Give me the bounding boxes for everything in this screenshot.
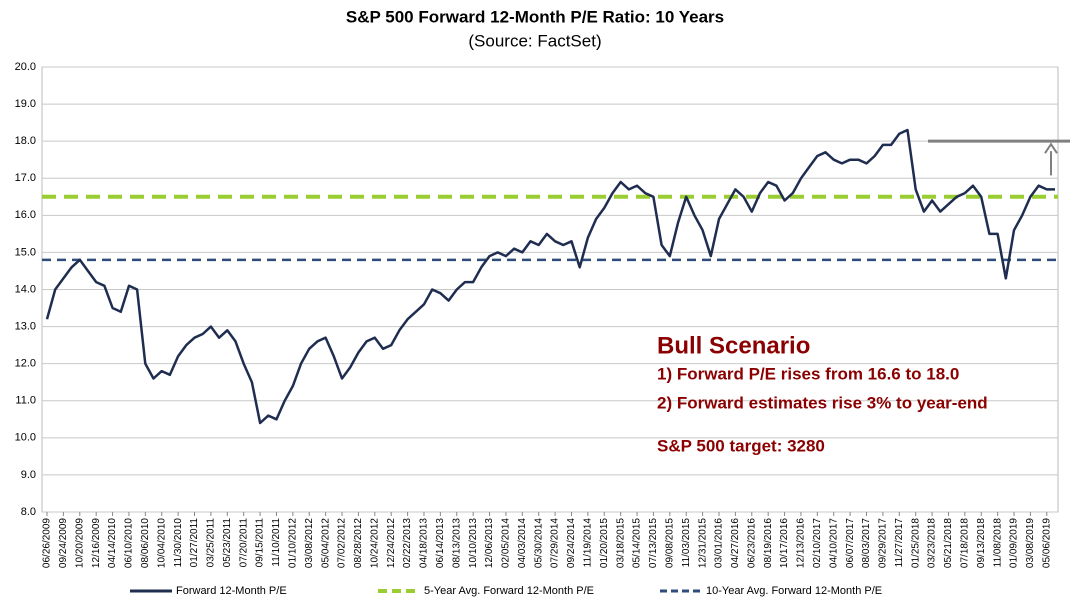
x-tick-label: 10/20/2009 <box>74 518 85 568</box>
x-tick-label: 02/10/2017 <box>812 518 823 568</box>
data-line <box>45 128 1055 425</box>
x-tick-label: 12/24/2012 <box>386 518 397 568</box>
x-tick-label: 10/24/2012 <box>369 518 380 568</box>
x-tick-label: 05/21/2018 <box>943 518 954 568</box>
x-tick-label: 07/13/2015 <box>648 518 659 568</box>
legend-label: 5-Year Avg. Forward 12-Month P/E <box>424 585 594 597</box>
legend-label: Forward 12-Month P/E <box>176 585 287 597</box>
target-arrow-head <box>1044 142 1058 154</box>
annotation-line: 2) Forward estimates rise 3% to year-end <box>657 393 988 412</box>
annotation-heading: Bull Scenario <box>657 332 810 359</box>
chart-title: S&P 500 Forward 12-Month P/E Ratio: 10 Y… <box>346 7 724 26</box>
y-tick-label: 15.0 <box>15 246 36 258</box>
x-tick-label: 04/10/2017 <box>828 518 839 568</box>
x-tick-label: 01/27/2011 <box>189 518 200 568</box>
y-tick-label: 9.0 <box>21 469 36 481</box>
x-tick-label: 06/10/2010 <box>124 518 135 568</box>
x-tick-label: 01/09/2019 <box>1009 518 1020 568</box>
x-tick-label: 03/25/2011 <box>206 518 217 568</box>
x-tick-label: 03/18/2015 <box>615 518 626 568</box>
y-tick-label: 17.0 <box>15 172 36 184</box>
x-tick-label: 08/06/2010 <box>140 518 151 568</box>
annotation-target: S&P 500 target: 3280 <box>657 436 825 455</box>
x-tick-label: 10/17/2016 <box>779 518 790 568</box>
x-tick-label: 07/29/2014 <box>550 518 561 568</box>
y-tick-label: 14.0 <box>15 283 36 295</box>
x-tick-label: 03/01/2016 <box>714 518 725 568</box>
x-tick-label: 06/26/2009 <box>42 518 53 568</box>
x-tick-label: 06/07/2017 <box>845 518 856 568</box>
x-tick-label: 03/08/2012 <box>304 518 315 568</box>
y-tick-label: 8.0 <box>21 506 36 518</box>
x-tick-label: 12/31/2015 <box>697 518 708 568</box>
x-tick-label: 12/16/2009 <box>91 518 102 568</box>
x-tick-label: 06/23/2016 <box>746 518 757 568</box>
y-tick-label: 10.0 <box>15 432 36 444</box>
x-tick-label: 10/10/2013 <box>468 518 479 568</box>
x-tick-label: 09/29/2017 <box>878 518 889 568</box>
x-tick-label: 05/23/2011 <box>222 518 233 568</box>
x-tick-label: 08/13/2013 <box>451 518 462 568</box>
x-tick-label: 05/14/2015 <box>632 518 643 568</box>
x-tick-label: 09/24/2009 <box>58 518 69 568</box>
x-tick-label: 04/03/2014 <box>517 518 528 568</box>
y-tick-label: 13.0 <box>15 320 36 332</box>
x-tick-label: 09/24/2014 <box>566 518 577 568</box>
x-tick-label: 11/08/2018 <box>992 518 1003 568</box>
x-tick-label: 05/04/2012 <box>320 518 331 568</box>
y-tick-label: 18.0 <box>15 135 36 147</box>
y-tick-label: 19.0 <box>15 98 36 110</box>
x-tick-label: 04/27/2016 <box>730 518 741 568</box>
y-tick-label: 11.0 <box>15 395 36 407</box>
x-tick-label: 09/15/2011 <box>255 518 266 568</box>
x-tick-label: 11/30/2010 <box>173 518 184 568</box>
x-tick-label: 11/19/2014 <box>583 518 594 568</box>
y-tick-label: 16.0 <box>15 209 36 221</box>
x-tick-label: 07/02/2012 <box>337 518 348 568</box>
x-tick-label: 01/10/2012 <box>287 518 298 568</box>
x-tick-label: 04/14/2010 <box>107 518 118 568</box>
x-tick-label: 09/08/2015 <box>664 518 675 568</box>
y-tick-label: 20.0 <box>15 61 36 73</box>
x-tick-label: 12/06/2013 <box>484 518 495 568</box>
x-tick-label: 08/03/2017 <box>861 518 872 568</box>
x-tick-label: 02/22/2013 <box>402 518 413 568</box>
x-tick-label: 03/08/2019 <box>1025 518 1036 568</box>
x-tick-label: 06/14/2013 <box>435 518 446 568</box>
x-tick-label: 05/06/2019 <box>1041 518 1052 568</box>
y-tick-label: 12.0 <box>15 358 36 370</box>
x-tick-label: 03/23/2018 <box>927 518 938 568</box>
x-tick-label: 11/03/2015 <box>681 518 692 568</box>
annotation-line: 1) Forward P/E rises from 16.6 to 18.0 <box>657 364 959 383</box>
x-tick-label: 10/04/2010 <box>156 518 167 568</box>
x-tick-label: 09/13/2018 <box>976 518 987 568</box>
x-tick-label: 07/18/2018 <box>959 518 970 568</box>
x-tick-label: 08/28/2012 <box>353 518 364 568</box>
x-tick-label: 07/20/2011 <box>238 518 249 568</box>
x-tick-label: 12/13/2016 <box>796 518 807 568</box>
x-tick-label: 11/27/2017 <box>894 518 905 568</box>
x-tick-label: 01/25/2018 <box>910 518 921 568</box>
legend-label: 10-Year Avg. Forward 12-Month P/E <box>706 585 882 597</box>
x-tick-label: 11/10/2011 <box>271 518 282 567</box>
x-tick-label: 01/20/2015 <box>599 518 610 568</box>
chart-subtitle: (Source: FactSet) <box>468 31 601 50</box>
x-tick-label: 05/30/2014 <box>533 518 544 568</box>
x-tick-label: 02/05/2014 <box>501 518 512 568</box>
x-tick-label: 04/18/2013 <box>419 518 430 568</box>
x-tick-label: 08/19/2016 <box>763 518 774 568</box>
